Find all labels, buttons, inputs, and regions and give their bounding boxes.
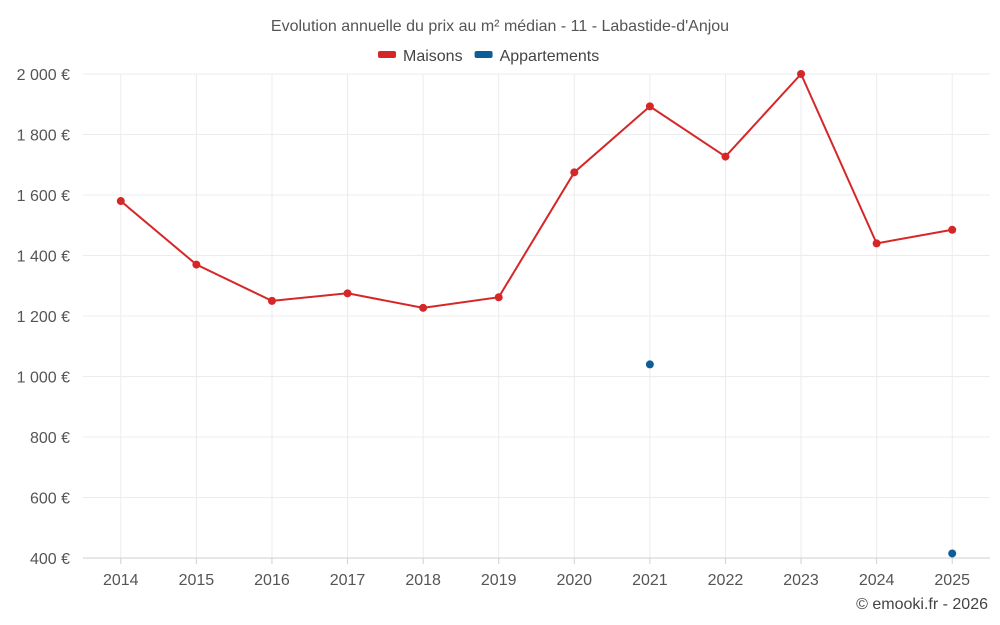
x-tick-label: 2022 [708,572,744,589]
legend-item-appartements[interactable]: Appartements [474,48,600,65]
x-tick-label: 2018 [405,572,441,589]
data-point[interactable] [267,296,276,305]
x-tick-label: 2016 [254,572,290,589]
x-tick-label: 2017 [330,572,366,589]
series-maisons [116,70,957,312]
x-tick-label: 2019 [481,572,517,589]
legend-item-maisons[interactable]: Maisons [378,48,463,65]
data-point[interactable] [645,102,654,111]
y-tick-label: 1 000 € [17,370,70,387]
gridlines [83,73,990,564]
data-point[interactable] [494,293,503,302]
x-tick-label: 2021 [632,572,668,589]
y-tick-label: 2 000 € [17,67,70,84]
x-tick-label: 2014 [103,572,139,589]
y-tick-label: 1 200 € [17,309,70,326]
data-point[interactable] [948,225,957,234]
legend-label: Maisons [403,48,463,65]
y-tick-label: 600 € [30,491,70,508]
y-tick-label: 800 € [30,430,70,447]
y-tick-label: 1 400 € [17,249,70,266]
y-tick-label: 1 600 € [17,188,70,205]
x-tick-label: 2023 [783,572,819,589]
x-tick-label: 2024 [859,572,895,589]
data-point[interactable] [116,197,125,206]
y-axis-ticks: 400 € 600 € 800 € 1 000 € 1 200 € 1 400 € 1 60… [17,67,70,568]
series-layer [116,70,957,558]
series-line [120,72,953,309]
y-tick-label: 1 800 € [17,128,70,145]
data-point[interactable] [192,260,201,269]
data-point[interactable] [948,549,957,558]
legend: Maisons Appartements [378,48,599,65]
data-point[interactable] [797,70,806,78]
data-point[interactable] [343,289,352,298]
x-tick-label: 2020 [556,572,592,589]
credit-text: © emooki.fr - 2026 [856,596,988,613]
legend-swatch [378,51,396,58]
data-point[interactable] [419,303,428,312]
series-appartements [645,360,957,558]
x-tick-label: 2015 [179,572,215,589]
data-point[interactable] [872,239,881,248]
data-point[interactable] [721,152,730,161]
legend-label: Appartements [500,48,600,65]
x-tick-label: 2025 [934,572,970,589]
y-tick-label: 400 € [30,551,70,568]
x-axis-ticks: 2014 2015 2016 2017 2018 2019 2020 2021 2022 2023… [103,572,970,589]
legend-swatch [474,51,493,58]
data-point[interactable] [570,168,579,177]
data-point[interactable] [645,360,654,369]
chart-title: Evolution annuelle du prix au m² médian … [271,18,729,35]
